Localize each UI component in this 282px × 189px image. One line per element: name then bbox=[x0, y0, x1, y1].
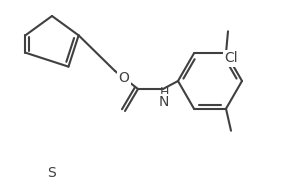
Text: N: N bbox=[159, 95, 169, 109]
Text: Cl: Cl bbox=[224, 51, 238, 65]
Text: H: H bbox=[159, 87, 169, 99]
Text: O: O bbox=[118, 71, 129, 85]
Text: S: S bbox=[48, 166, 56, 180]
